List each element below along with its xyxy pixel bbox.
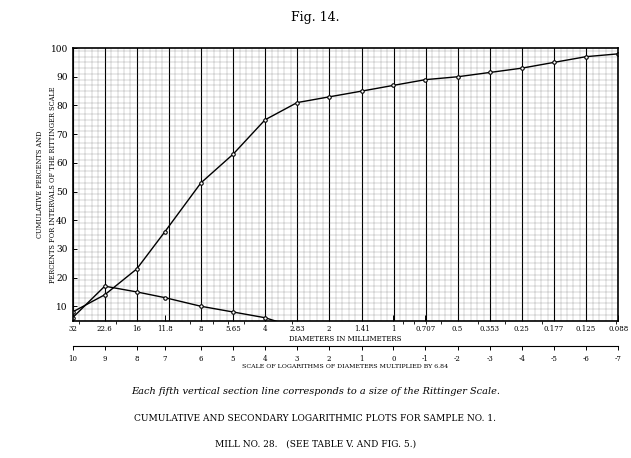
Text: MILL NO. 28.   (SEE TABLE V. AND FIG. 5.): MILL NO. 28. (SEE TABLE V. AND FIG. 5.) [215, 440, 416, 449]
Text: CUMULATIVE AND SECONDARY LOGARITHMIC PLOTS FOR SAMPLE NO. 1.: CUMULATIVE AND SECONDARY LOGARITHMIC PLO… [134, 414, 497, 424]
Text: Fig. 14.: Fig. 14. [292, 11, 339, 24]
Y-axis label: CUMULATIVE PERCENTS AND
PERCENTS FOR INTERVALS OF THE RITTINGER SCALE: CUMULATIVE PERCENTS AND PERCENTS FOR INT… [36, 86, 57, 283]
X-axis label: SCALE OF LOGARITHMS OF DIAMETERS MULTIPLIED BY 6.84: SCALE OF LOGARITHMS OF DIAMETERS MULTIPL… [242, 364, 449, 369]
Text: Each fifth vertical section line corresponds to a size of the Rittinger Scale.: Each fifth vertical section line corresp… [131, 387, 500, 396]
X-axis label: DIAMETERS IN MILLIMETERS: DIAMETERS IN MILLIMETERS [289, 335, 402, 343]
